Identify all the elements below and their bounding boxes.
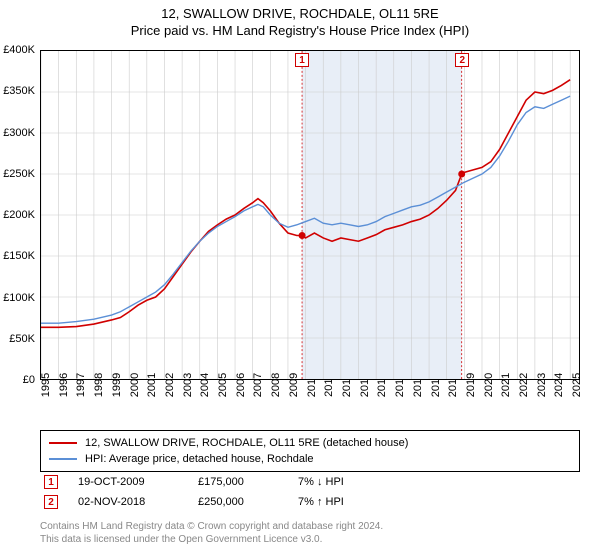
legend-row-2: HPI: Average price, detached house, Roch… xyxy=(49,451,571,467)
sale-marker-2: 2 xyxy=(44,495,58,509)
footer-line-2: This data is licensed under the Open Gov… xyxy=(40,533,580,546)
legend-box: 12, SWALLOW DRIVE, ROCHDALE, OL11 5RE (d… xyxy=(40,430,580,472)
sale-price-2: £250,000 xyxy=(198,496,298,508)
chart-sale-marker: 1 xyxy=(295,53,309,67)
legend-swatch-2 xyxy=(49,458,77,460)
chart-container: 12, SWALLOW DRIVE, ROCHDALE, OL11 5RE Pr… xyxy=(0,0,600,560)
y-tick-label: £150K xyxy=(3,250,35,262)
footer: Contains HM Land Registry data © Crown c… xyxy=(40,520,580,546)
y-tick-label: £100K xyxy=(3,292,35,304)
legend-row-1: 12, SWALLOW DRIVE, ROCHDALE, OL11 5RE (d… xyxy=(49,435,571,451)
title-subtitle: Price paid vs. HM Land Registry's House … xyxy=(0,23,600,38)
sale-row-2: 2 02-NOV-2018 £250,000 7% ↑ HPI xyxy=(40,492,580,512)
title-address: 12, SWALLOW DRIVE, ROCHDALE, OL11 5RE xyxy=(0,6,600,21)
y-tick-label: £250K xyxy=(3,168,35,180)
sale-row-1: 1 19-OCT-2009 £175,000 7% ↓ HPI xyxy=(40,472,580,492)
y-tick-label: £0 xyxy=(23,374,35,386)
sale-date-2: 02-NOV-2018 xyxy=(78,496,198,508)
title-block: 12, SWALLOW DRIVE, ROCHDALE, OL11 5RE Pr… xyxy=(0,0,600,38)
y-tick-label: £300K xyxy=(3,127,35,139)
sale-date-1: 19-OCT-2009 xyxy=(78,476,198,488)
sale-delta-2: 7% ↑ HPI xyxy=(298,496,398,508)
y-tick-label: £400K xyxy=(3,44,35,56)
y-tick-label: £200K xyxy=(3,209,35,221)
y-tick-label: £350K xyxy=(3,85,35,97)
sales-block: 1 19-OCT-2009 £175,000 7% ↓ HPI 2 02-NOV… xyxy=(40,472,580,512)
legend-label-1: 12, SWALLOW DRIVE, ROCHDALE, OL11 5RE (d… xyxy=(85,437,408,449)
legend-swatch-1 xyxy=(49,442,77,444)
chart-area: £0£50K£100K£150K£200K£250K£300K£350K£400… xyxy=(40,50,580,380)
footer-line-1: Contains HM Land Registry data © Crown c… xyxy=(40,520,580,533)
sale-marker-1: 1 xyxy=(44,475,58,489)
sale-price-1: £175,000 xyxy=(198,476,298,488)
legend-label-2: HPI: Average price, detached house, Roch… xyxy=(85,453,314,465)
chart-plot xyxy=(40,50,580,380)
sale-delta-1: 7% ↓ HPI xyxy=(298,476,398,488)
y-tick-label: £50K xyxy=(9,333,35,345)
chart-sale-marker: 2 xyxy=(455,53,469,67)
